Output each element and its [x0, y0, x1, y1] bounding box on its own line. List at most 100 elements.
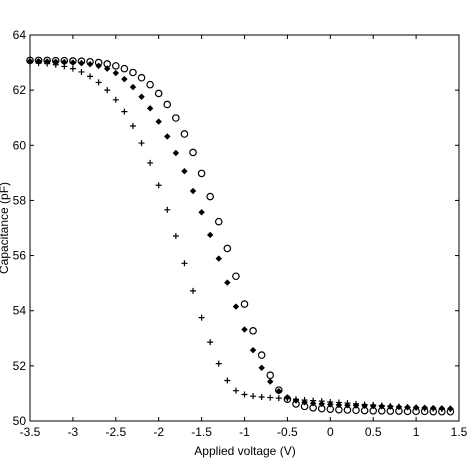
data-point-circle [206, 192, 214, 201]
data-point-diamond [86, 61, 94, 68]
data-point-plus [275, 395, 282, 402]
data-point-diamond [155, 118, 162, 125]
x-tick-label: -2 [153, 425, 164, 439]
data-point-diamond [146, 105, 154, 112]
data-point-circle [26, 56, 34, 65]
data-point-circle [429, 407, 438, 416]
y-tick-label: 64 [13, 28, 27, 42]
data-point-circle [34, 56, 43, 65]
y-tick-label: 58 [13, 193, 27, 207]
data-point-circle [223, 244, 232, 253]
data-point-plus [121, 108, 128, 115]
data-point-diamond [104, 65, 111, 72]
data-point-diamond [258, 364, 265, 371]
data-point-circle [103, 60, 112, 68]
y-tick-label: 52 [13, 359, 27, 373]
x-tick-label: -0.5 [277, 425, 298, 439]
data-point-plus [129, 122, 136, 129]
data-point-plus [190, 287, 197, 294]
data-point-plus [207, 339, 214, 346]
data-point-diamond [241, 326, 248, 333]
data-point-diamond [121, 75, 128, 83]
x-tick-label: -3 [68, 425, 79, 439]
data-point-circle [438, 407, 446, 416]
data-point-circle [343, 406, 352, 414]
plot-area-frame [29, 34, 460, 422]
data-point-diamond [198, 209, 205, 216]
data-point-diamond [129, 83, 137, 91]
data-point-plus [172, 232, 179, 239]
y-axis: 50 52 54 56 58 60 62 64 [13, 28, 459, 428]
data-point-circle [257, 351, 266, 359]
data-point-circle [154, 89, 163, 98]
series-plus [27, 59, 454, 413]
data-point-circle [112, 62, 120, 70]
data-point-plus [215, 360, 222, 367]
data-point-plus [224, 377, 231, 384]
y-tick-label: 50 [13, 414, 27, 428]
x-tick-label: -3.5 [20, 425, 41, 439]
data-point-circle [163, 100, 172, 109]
data-point-diamond [267, 378, 274, 385]
data-point-diamond [78, 59, 85, 67]
data-point-plus [87, 73, 94, 80]
data-point-circle [214, 217, 223, 226]
data-point-circle [309, 403, 317, 412]
data-point-plus [181, 260, 188, 267]
data-point-diamond [43, 58, 51, 65]
data-point-circle [292, 400, 300, 408]
data-point-circle [180, 130, 189, 138]
data-point-plus [164, 206, 171, 213]
data-point-diamond [61, 58, 68, 66]
data-point-circle [146, 80, 154, 89]
data-point-circle [69, 57, 77, 65]
data-point-diamond [249, 346, 257, 354]
data-point-plus [155, 182, 162, 189]
data-point-circle [275, 386, 283, 394]
data-point-circle [197, 169, 206, 178]
x-tick-label: -1 [239, 425, 250, 439]
data-point-circle [403, 407, 412, 416]
data-point-circle [352, 406, 360, 415]
data-point-circle [120, 64, 129, 73]
data-point-plus [147, 159, 154, 166]
y-tick-label: 60 [13, 138, 27, 152]
data-point-circle [43, 56, 51, 65]
data-point-circle [377, 406, 386, 415]
data-point-plus [198, 314, 205, 321]
data-point-diamond [224, 279, 231, 286]
data-point-circle [300, 402, 309, 411]
data-point-circle [129, 68, 137, 77]
x-tick-label: -1.5 [191, 425, 212, 439]
data-point-plus [95, 79, 102, 86]
series-filled-diamond [26, 57, 454, 412]
data-point-plus [112, 96, 119, 103]
data-point-diamond [181, 168, 188, 175]
y-tick-label: 54 [13, 304, 27, 318]
data-point-circle [77, 57, 86, 65]
y-axis-label: Capacitance (pF) [0, 182, 11, 274]
data-point-plus [69, 65, 76, 72]
data-point-circle [369, 406, 378, 415]
data-point-circle [283, 395, 292, 404]
data-point-plus [78, 68, 85, 75]
data-point-circle [60, 56, 69, 65]
data-point-plus [250, 393, 257, 400]
data-point-diamond [26, 57, 34, 65]
data-point-diamond [232, 303, 240, 310]
data-point-circle [249, 327, 257, 335]
data-point-circle [360, 406, 369, 415]
data-point-circle [51, 56, 60, 65]
x-axis-label: Applied voltage (V) [194, 444, 295, 458]
data-point-circle [94, 58, 103, 67]
data-point-diamond [172, 149, 180, 157]
data-point-plus [267, 394, 274, 401]
series-layer [26, 56, 455, 416]
data-point-circle [189, 148, 197, 157]
x-tick-label: 0.5 [365, 425, 382, 439]
data-point-plus [138, 140, 145, 147]
data-point-circle [446, 407, 455, 416]
data-point-circle [232, 272, 240, 281]
x-tick-label: 1.5 [451, 425, 468, 439]
